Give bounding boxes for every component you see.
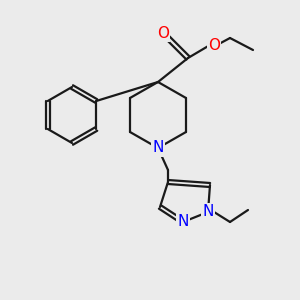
Text: N: N [152, 140, 164, 155]
Text: O: O [208, 38, 220, 52]
Text: N: N [177, 214, 189, 230]
Text: O: O [157, 26, 169, 40]
Text: N: N [202, 205, 214, 220]
